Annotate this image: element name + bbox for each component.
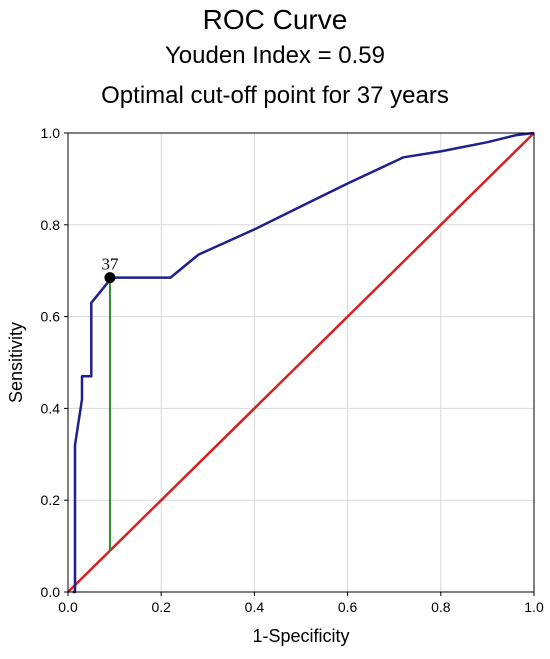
y-tick-label: 1.0 xyxy=(41,125,61,141)
chart-subtitle-cutoff: Optimal cut-off point for 37 years xyxy=(101,82,449,109)
y-tick-label: 0.2 xyxy=(41,492,61,508)
x-axis-label: 1-Specificity xyxy=(252,626,349,646)
annotation-layer: 37 xyxy=(101,255,119,551)
y-tick-label: 0.8 xyxy=(41,217,61,233)
cutoff-point-label: 37 xyxy=(101,255,119,274)
roc-curve-line xyxy=(72,131,535,594)
tick-labels: 0.0 0.2 0.4 0.6 0.8 1.0 0.0 0.2 0.4 0.6 0.8 1.0 xyxy=(41,125,544,615)
chart-title: ROC Curve xyxy=(202,4,348,35)
x-tick-label: 0.8 xyxy=(431,599,451,615)
optimal-cutoff-point xyxy=(104,272,116,284)
chart-subtitle-youden: Youden Index = 0.59 xyxy=(165,42,385,69)
y-tick-label: 0.6 xyxy=(41,309,61,325)
x-tick-label: 0.2 xyxy=(151,599,171,615)
plot-frame xyxy=(67,132,535,593)
x-tick-label: 1.0 xyxy=(524,599,544,615)
y-axis-label: Sensitivity xyxy=(6,322,26,403)
y-tick-label: 0.4 xyxy=(41,400,61,416)
reference-diagonal-line xyxy=(67,132,535,593)
x-tick-label: 0.6 xyxy=(338,599,358,615)
series-layer xyxy=(67,131,535,594)
y-tick-label: 0.0 xyxy=(41,584,61,600)
grid xyxy=(68,133,534,592)
x-tick-label: 0.0 xyxy=(58,599,78,615)
x-tick-label: 0.4 xyxy=(245,599,265,615)
